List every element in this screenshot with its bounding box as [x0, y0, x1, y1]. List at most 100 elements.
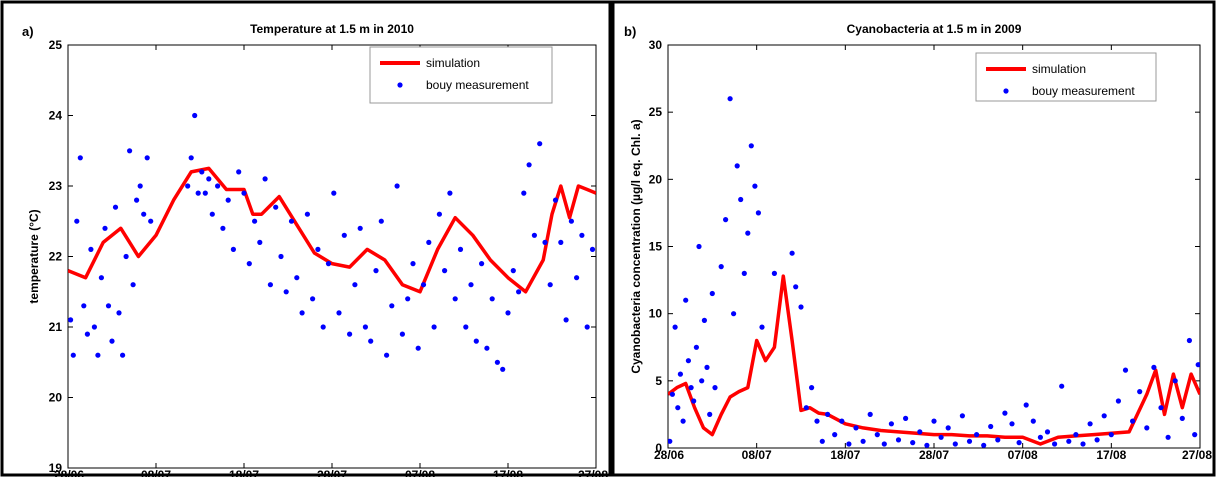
measurement-point	[1165, 434, 1171, 440]
measurement-point	[755, 210, 762, 216]
measurement-point	[825, 411, 831, 417]
measurement-point	[691, 398, 697, 404]
measurement-point	[294, 275, 300, 281]
measurement-point	[1016, 440, 1022, 446]
legend: simulation bouy measurement	[369, 46, 553, 104]
measurement-point	[910, 440, 916, 446]
measurement-point	[500, 366, 506, 372]
simulation-line	[668, 274, 1200, 446]
simulation-line	[68, 166, 596, 294]
panel-label: a)	[22, 24, 34, 39]
measurement-point	[310, 296, 316, 302]
chart-title: Cyanobacteria at 1.5 m in 2009	[847, 22, 1022, 36]
y-tick-label: 20	[649, 172, 663, 186]
measurement-point	[283, 289, 289, 295]
y-tick-label: 19	[49, 461, 63, 475]
measurement-point	[262, 176, 268, 182]
measurement-point	[589, 246, 596, 252]
measurement-point	[704, 364, 710, 370]
measurement-point	[209, 211, 215, 217]
measurement-point	[537, 141, 543, 147]
legend-label: simulation	[1032, 62, 1086, 76]
legend-marker-swatch	[1003, 88, 1009, 94]
measurement-point	[220, 225, 226, 231]
measurement-point	[759, 324, 765, 330]
x-tick-label: 18/07	[830, 448, 860, 462]
x-tick-label: 08/07	[742, 448, 772, 462]
measurement-point	[924, 442, 930, 448]
measurement-point	[457, 246, 464, 252]
measurement-point	[141, 211, 147, 217]
measurement-point	[505, 310, 511, 316]
x-tick-label: 07/08	[405, 468, 435, 477]
measurement-point	[1009, 421, 1015, 427]
measurement-point	[373, 268, 379, 274]
measurement-point	[109, 338, 115, 344]
panel-b-frame	[611, 0, 1216, 477]
measurement-point	[699, 378, 705, 384]
measurement-point	[867, 411, 873, 417]
measurement-point	[895, 437, 902, 443]
measurement-point	[752, 183, 758, 189]
measurement-point	[881, 441, 887, 447]
measurement-point	[105, 303, 112, 309]
measurement-point	[952, 441, 958, 447]
measurement-point	[1044, 429, 1051, 435]
measurement-point	[1144, 425, 1150, 431]
measurement-point	[442, 268, 448, 274]
y-tick-label: 20	[49, 391, 63, 405]
measurement-point	[1179, 415, 1185, 421]
measurement-point	[120, 352, 126, 358]
measurement-point	[1195, 362, 1200, 368]
plot-area	[67, 44, 597, 469]
measurement-point	[526, 162, 532, 168]
x-tick-label: 07/08	[1008, 448, 1038, 462]
measurement-point	[362, 324, 368, 330]
measurement-point	[236, 169, 242, 175]
measurement-point	[677, 371, 684, 377]
measurement-point	[814, 418, 820, 424]
measurement-point	[1002, 410, 1008, 416]
measurement-point	[484, 345, 490, 351]
measurement-point	[206, 176, 212, 182]
measurement-point	[798, 304, 804, 310]
measurement-point	[672, 324, 678, 330]
measurement-point	[74, 218, 80, 224]
measurement-point	[1108, 432, 1114, 438]
measurement-point	[315, 246, 321, 252]
y-tick-label: 30	[649, 38, 663, 52]
measurement-point	[357, 225, 363, 231]
measurement-point	[668, 438, 673, 444]
measurement-point	[304, 211, 310, 217]
measurement-point	[144, 155, 150, 161]
measurement-point	[325, 261, 332, 267]
measurement-point	[415, 345, 421, 351]
measurement-point	[1186, 337, 1192, 344]
x-tick-label: 27/08	[1182, 448, 1212, 462]
measurement-point	[91, 324, 97, 330]
measurement-point	[1023, 402, 1029, 408]
measurement-point	[195, 190, 201, 196]
measurement-point	[995, 437, 1001, 443]
measurement-point	[803, 405, 809, 411]
measurement-point	[77, 155, 83, 161]
measurement-point	[394, 183, 400, 189]
y-tick-label: 25	[49, 38, 63, 52]
measurement-point	[267, 282, 273, 288]
measurement-point	[707, 411, 713, 417]
measurement-point	[137, 183, 143, 189]
measurement-point	[426, 239, 432, 245]
measurement-point	[709, 290, 715, 297]
measurement-point	[738, 196, 744, 203]
measurement-point	[974, 432, 980, 438]
measurement-point	[88, 246, 94, 252]
y-tick-label: 0	[655, 441, 662, 455]
measurement-point	[410, 261, 416, 267]
measurement-point	[938, 434, 944, 440]
x-tick-label: 28/07	[317, 468, 347, 477]
measurement-point	[723, 217, 729, 223]
measurement-point	[809, 385, 815, 391]
measurement-point	[1122, 367, 1129, 373]
measurement-point	[1101, 413, 1107, 419]
measurement-point	[819, 438, 825, 444]
